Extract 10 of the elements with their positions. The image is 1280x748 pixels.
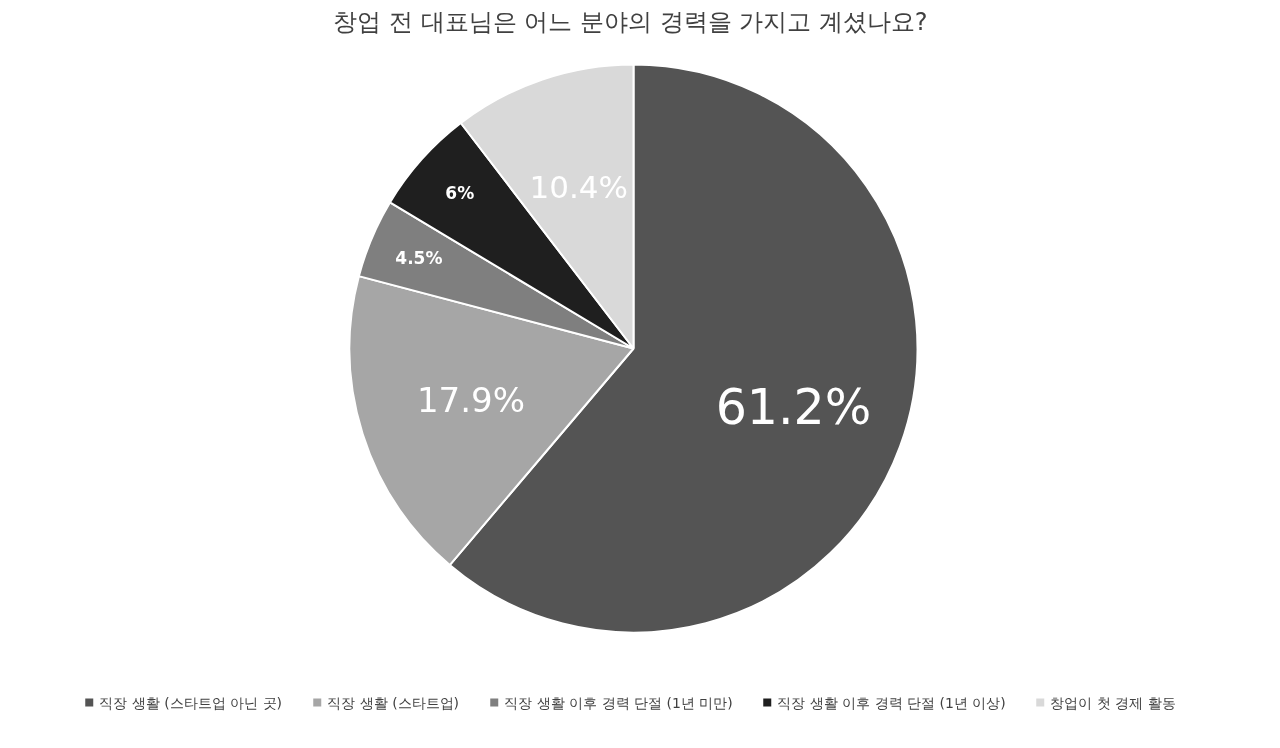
- data-label: 61.2%: [715, 378, 872, 436]
- data-label: 17.9%: [416, 379, 525, 420]
- legend-label: 직장 생활 (스타트업): [327, 694, 460, 711]
- data-label: 6%: [445, 183, 475, 204]
- legend-label: 직장 생활 이후 경력 단절 (1년 미만): [504, 694, 733, 711]
- legend-label: 창업이 첫 경제 활동: [1050, 694, 1176, 711]
- legend-label: 직장 생활 (스타트업 아닌 곳): [99, 694, 282, 711]
- data-label: 4.5%: [395, 248, 443, 269]
- legend-label: 직장 생활 이후 경력 단절 (1년 이상): [777, 694, 1006, 711]
- chart-title: 창업 전 대표님은 어느 분야의 경력을 가지고 계셨나요?: [333, 7, 928, 36]
